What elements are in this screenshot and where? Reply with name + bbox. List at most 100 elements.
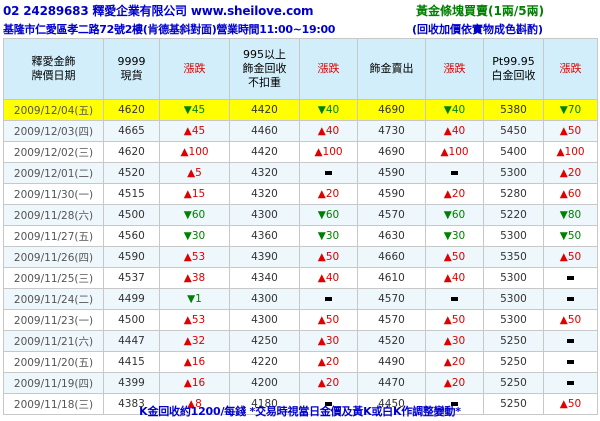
price-cell: 5300	[483, 162, 544, 184]
price-cell: 4500	[103, 204, 160, 226]
change-cell: ▼60	[299, 204, 358, 226]
table-row: 2009/11/26(四) 4590 ▲53 4390 ▲50 4660 ▲50 5350 ▲5…	[3, 246, 598, 268]
date-cell: 2009/11/30(一)	[3, 183, 104, 205]
change-cell: ▲60	[543, 183, 598, 205]
change-cell: ▼30	[159, 225, 230, 247]
no-change-icon	[567, 381, 574, 385]
change-cell	[543, 372, 598, 394]
price-cell: 4520	[103, 162, 160, 184]
change-cell: ▼60	[425, 204, 484, 226]
price-cell: 4665	[103, 120, 160, 142]
change-cell: ▲50	[543, 120, 598, 142]
change-cell: ▲50	[425, 309, 484, 331]
date-cell: 2009/11/28(六)	[3, 204, 104, 226]
table-row: 2009/11/28(六) 4500 ▼60 4300 ▼60 4570 ▼60 5220 ▼8…	[3, 204, 598, 226]
header-row-1: 02 24289683 釋愛企業有限公司 www.sheilove.com 黃金…	[0, 0, 600, 19]
no-change-icon	[451, 297, 458, 301]
change-cell: ▲20	[425, 351, 484, 373]
change-cell: ▲50	[299, 246, 358, 268]
price-cell: 4730	[357, 120, 426, 142]
price-cell: 5300	[483, 288, 544, 310]
no-change-icon	[325, 297, 332, 301]
change-cell: ▲5	[159, 162, 230, 184]
change-cell: ▲40	[425, 120, 484, 142]
price-cell: 4620	[103, 99, 160, 121]
price-cell: 4390	[229, 246, 300, 268]
price-cell: 5250	[483, 330, 544, 352]
price-cell: 4447	[103, 330, 160, 352]
column-header: 995以上 飾金回收 不扣重	[229, 38, 300, 100]
change-cell: ▲40	[299, 120, 358, 142]
change-cell	[299, 162, 358, 184]
price-cell: 4470	[357, 372, 426, 394]
date-cell: 2009/12/02(三)	[3, 141, 104, 163]
change-cell: ▲53	[159, 246, 230, 268]
gold-bar-title: 黃金條塊買賣(1兩/5兩)	[416, 4, 545, 18]
no-change-icon	[567, 276, 574, 280]
price-cell: 4399	[103, 372, 160, 394]
price-cell: 5300	[483, 309, 544, 331]
column-header: 飾金賣出	[357, 38, 426, 100]
price-cell: 4590	[103, 246, 160, 268]
price-cell: 4220	[229, 351, 300, 373]
table-header: 釋愛金飾 牌價日期 9999 現貨 漲跌 995以上 飾金回收 不扣重 漲跌 飾金賣出 漲跌 Pt99…	[3, 38, 598, 100]
table-row: 2009/12/03(四) 4665 ▲45 4460 ▲40 4730 ▲40 5450 ▲5…	[3, 120, 598, 142]
change-cell: ▲100	[159, 141, 230, 163]
date-cell: 2009/11/27(五)	[3, 225, 104, 247]
change-cell: ▼70	[543, 99, 598, 121]
no-change-icon	[567, 360, 574, 364]
change-cell: ▲50	[425, 246, 484, 268]
date-cell: 2009/12/04(五)	[3, 99, 104, 121]
date-cell: 2009/12/03(四)	[3, 120, 104, 142]
price-cell: 4570	[357, 288, 426, 310]
price-cell: 4499	[103, 288, 160, 310]
change-cell: ▲20	[299, 183, 358, 205]
price-cell: 4300	[229, 204, 300, 226]
price-cell: 4590	[357, 162, 426, 184]
price-cell: 4340	[229, 267, 300, 289]
price-cell: 5300	[483, 225, 544, 247]
change-cell: ▼30	[299, 225, 358, 247]
table-row: 2009/11/21(六) 4447 ▲32 4250 ▲30 4520 ▲30 5250	[3, 330, 598, 352]
change-cell: ▲53	[159, 309, 230, 331]
no-change-icon	[325, 402, 332, 406]
price-cell: 5350	[483, 246, 544, 268]
price-cell: 5450	[483, 120, 544, 142]
price-cell: 4360	[229, 225, 300, 247]
price-cell: 5300	[483, 267, 544, 289]
price-cell: 4420	[229, 99, 300, 121]
table-row: 2009/11/25(三) 4537 ▲38 4340 ▲40 4610 ▲40 5300	[3, 267, 598, 289]
no-change-icon	[567, 339, 574, 343]
price-cell: 4460	[229, 120, 300, 142]
change-cell	[299, 288, 358, 310]
header-row-2: 基隆市仁愛區孝二路72號2樓(肯德基斜對面)營業時間11:00~19:00 (回…	[0, 19, 600, 38]
price-cell: 4570	[357, 204, 426, 226]
column-header: 漲跌	[159, 38, 230, 100]
price-cell: 4415	[103, 351, 160, 373]
change-cell	[425, 162, 484, 184]
change-cell: ▲50	[543, 309, 598, 331]
change-cell: ▲16	[159, 372, 230, 394]
change-cell: ▼60	[159, 204, 230, 226]
date-cell: 2009/11/18(三)	[3, 393, 104, 415]
change-cell	[425, 288, 484, 310]
price-cell: 4320	[229, 162, 300, 184]
table-row: 2009/11/30(一) 4515 ▲15 4320 ▲20 4590 ▲20 5280 ▲6…	[3, 183, 598, 205]
change-cell: ▲38	[159, 267, 230, 289]
change-cell: ▲20	[543, 162, 598, 184]
change-cell: ▲20	[425, 183, 484, 205]
price-cell: 4590	[357, 183, 426, 205]
change-cell: ▲32	[159, 330, 230, 352]
change-cell: ▼80	[543, 204, 598, 226]
price-cell: 4620	[103, 141, 160, 163]
change-cell: ▲30	[425, 330, 484, 352]
price-cell: 4383	[103, 393, 160, 415]
change-cell: ▲50	[299, 309, 358, 331]
table-body: 2009/12/04(五) 4620 ▼45 4420 ▼40 4690 ▼40 5380 ▼7…	[3, 99, 598, 415]
price-cell: 5250	[483, 393, 544, 415]
change-cell: ▲40	[425, 267, 484, 289]
price-cell: 4490	[357, 351, 426, 373]
no-change-icon	[325, 171, 332, 175]
price-cell: 4300	[229, 309, 300, 331]
price-cell: 4450	[357, 393, 426, 415]
